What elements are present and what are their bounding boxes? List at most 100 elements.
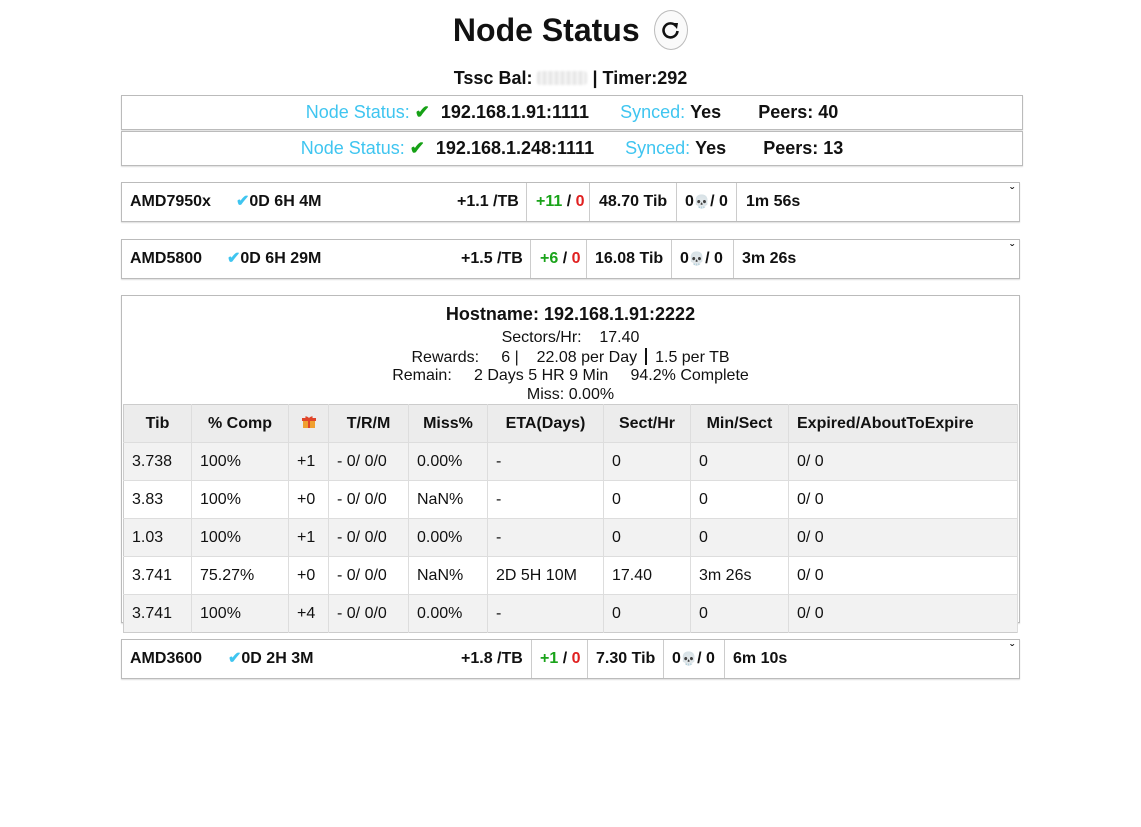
col-miss: Miss% (408, 404, 488, 443)
worker-name: AMD7950x (130, 193, 211, 210)
check-icon: ✔ (409, 138, 425, 158)
cell-comp: 100% (191, 518, 289, 557)
peers-count: Peers: 40 (758, 102, 839, 122)
synced-label: Synced: (625, 138, 691, 158)
chevron-down-icon[interactable]: ˇ (1010, 185, 1014, 199)
cell-comp: 75.27% (191, 556, 289, 595)
cell-expired: 0/ 0 (788, 442, 1018, 481)
cell-tib: 3.741 (123, 594, 192, 633)
col-comp: % Comp (191, 404, 289, 443)
synced-value: Yes (690, 102, 722, 122)
worker-rewards: +11 (536, 193, 563, 210)
cell-miss: 0.00% (408, 594, 488, 633)
cell-eta: - (487, 594, 604, 633)
cell-sect-hr: 0 (603, 518, 691, 557)
worker-detail-panel: Hostname: 192.168.1.91:2222 Sectors/Hr: … (121, 295, 1020, 633)
cell-gift: +1 (288, 442, 329, 481)
remain-row: Remain: 2 Days 5 HR 9 Min 94.2% Complete (122, 367, 1019, 385)
cell-miss: NaN% (408, 480, 488, 519)
worker-failed: 0 (575, 193, 585, 210)
worker-miss-right: / 0 (697, 650, 715, 667)
rewards-count: 6 | (501, 349, 519, 366)
worker-row-amd3600[interactable]: AMD3600 ✔0D 2H 3M +1.8 /TB +1 / 0 7.30 T… (121, 639, 1020, 679)
skull-icon: 💀 (688, 251, 706, 266)
node-status-row: Node Status: ✔ 192.168.1.91:1111 Synced:… (121, 95, 1023, 130)
page-title: Node Status (452, 11, 640, 48)
cell-sect-hr: 0 (603, 594, 691, 633)
worker-name: AMD3600 (130, 650, 203, 667)
table-row: 3.741 100% +4- 0/ 0/0 0.00% -0 0 0/ 0 (123, 594, 1018, 633)
cell-trm: - 0/ 0/0 (328, 480, 409, 519)
cell-min-sect: 0 (690, 594, 789, 633)
rewards-per-day: 22.08 per Day (536, 349, 638, 366)
worker-slash: / (562, 650, 568, 667)
worker-uptime: 0D 6H 29M (240, 250, 322, 267)
worker-last: 3m 26s (742, 250, 797, 267)
cell-min-sect: 0 (690, 518, 789, 557)
worker-last: 1m 56s (746, 193, 801, 210)
balance-row: Tssc Bal: | Timer:292 (0, 68, 1141, 89)
cell-trm: - 0/ 0/0 (328, 594, 409, 633)
cell-gift: +0 (288, 556, 329, 595)
node-status-label: Node Status: (305, 102, 410, 122)
refresh-button[interactable] (654, 10, 689, 50)
worker-size: 48.70 Tib (599, 193, 668, 210)
synced-label: Synced: (620, 102, 686, 122)
cell-eta: - (487, 480, 604, 519)
col-expired: Expired/AboutToExpire (788, 404, 1018, 443)
col-min-sect: Min/Sect (690, 404, 789, 443)
table-row: 3.738 100% +1- 0/ 0/0 0.00% -0 0 0/ 0 (123, 442, 1018, 481)
worker-failed: 0 (571, 250, 581, 267)
chevron-down-icon[interactable]: ˇ (1010, 642, 1014, 656)
skull-icon: 💀 (693, 194, 711, 209)
worker-uptime: 0D 2H 3M (241, 650, 314, 667)
col-eta: ETA(Days) (487, 404, 604, 443)
cell-tib: 3.741 (123, 556, 192, 595)
cell-tib: 3.738 (123, 442, 192, 481)
check-icon: ✔ (236, 193, 250, 210)
cell-comp: 100% (191, 480, 289, 519)
cell-trm: - 0/ 0/0 (328, 518, 409, 557)
worker-row-amd5800[interactable]: AMD5800 ✔0D 6H 29M +1.5 /TB +6 / 0 16.08… (121, 239, 1020, 279)
worker-rate: +1.5 /TB (461, 250, 523, 267)
cell-eta: 2D 5H 10M (487, 556, 604, 595)
table-row: 3.83 100% +0- 0/ 0/0 NaN% -0 0 0/ 0 (123, 480, 1018, 519)
remain-label: Remain: (392, 367, 452, 384)
worker-failed: 0 (571, 650, 581, 667)
cell-sect-hr: 0 (603, 442, 691, 481)
title-row: Node Status (0, 10, 1141, 50)
worker-last: 6m 10s (733, 650, 788, 667)
worker-slash: / (562, 250, 568, 267)
worker-miss-left: 0 (685, 193, 694, 210)
cell-tib: 3.83 (123, 480, 192, 519)
plot-table: Tib % Comp T/R/M Miss% ETA(Days) Sect/Hr… (123, 404, 1018, 633)
node-address: 192.168.1.91:1111 (440, 102, 590, 122)
col-tib: Tib (123, 404, 192, 443)
cell-tib: 1.03 (123, 518, 192, 557)
miss-rate: Miss: 0.00% (526, 386, 615, 403)
cell-trm: - 0/ 0/0 (328, 442, 409, 481)
node-address: 192.168.1.248:1111 (435, 138, 595, 158)
cell-min-sect: 3m 26s (690, 556, 789, 595)
percent-complete: 94.2% Complete (630, 367, 749, 384)
worker-miss-right: / 0 (710, 193, 728, 210)
separator (645, 348, 648, 365)
worker-rewards: +6 (540, 250, 559, 267)
cell-miss: 0.00% (408, 442, 488, 481)
worker-name: AMD5800 (130, 250, 203, 267)
cell-comp: 100% (191, 442, 289, 481)
cell-expired: 0/ 0 (788, 480, 1018, 519)
chevron-down-icon[interactable]: ˇ (1010, 242, 1014, 256)
rewards-row: Rewards: 6 | 22.08 per Day 1.5 per TB (122, 348, 1019, 367)
worker-slash: / (566, 193, 572, 210)
worker-row-amd7950x[interactable]: AMD7950x ✔0D 6H 4M +1.1 /TB +11 / 0 48.7… (121, 182, 1020, 222)
cell-expired: 0/ 0 (788, 556, 1018, 595)
cell-trm: - 0/ 0/0 (328, 556, 409, 595)
peers-count: Peers: 13 (763, 138, 844, 158)
synced-value: Yes (695, 138, 727, 158)
cell-gift: +4 (288, 594, 329, 633)
col-trm: T/R/M (328, 404, 409, 443)
table-row: 1.03 100% +1- 0/ 0/0 0.00% -0 0 0/ 0 (123, 518, 1018, 557)
cell-comp: 100% (191, 594, 289, 633)
worker-miss-right: / 0 (705, 250, 723, 267)
